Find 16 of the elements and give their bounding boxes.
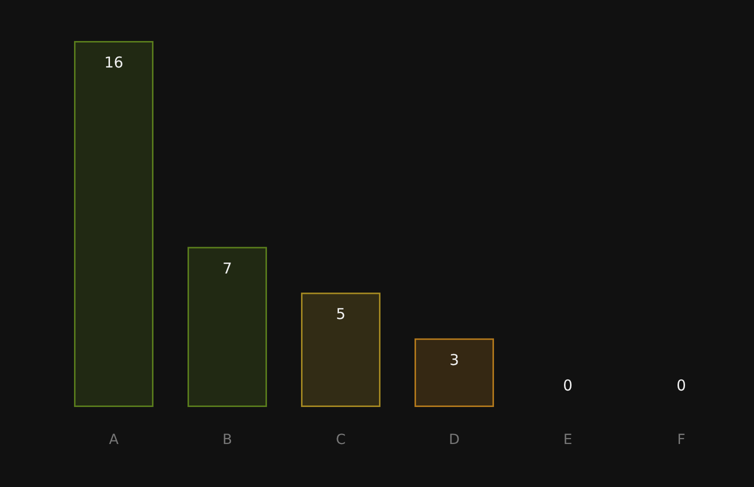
x-tick-label: A xyxy=(108,432,119,448)
bar xyxy=(188,246,267,407)
data-label: 3 xyxy=(449,350,460,369)
data-label: 0 xyxy=(562,376,573,394)
data-label: 7 xyxy=(222,259,232,278)
data-label: 16 xyxy=(104,54,124,72)
x-tick-label: F xyxy=(677,432,686,448)
bar xyxy=(301,292,380,407)
data-label: 5 xyxy=(336,305,346,324)
bar xyxy=(74,41,154,407)
x-tick-label: E xyxy=(563,432,572,448)
x-tick-label: D xyxy=(448,432,460,448)
bar xyxy=(414,338,494,407)
x-tick-label: B xyxy=(222,432,232,448)
data-label: 0 xyxy=(676,376,686,394)
x-tick-label: C xyxy=(336,432,346,448)
